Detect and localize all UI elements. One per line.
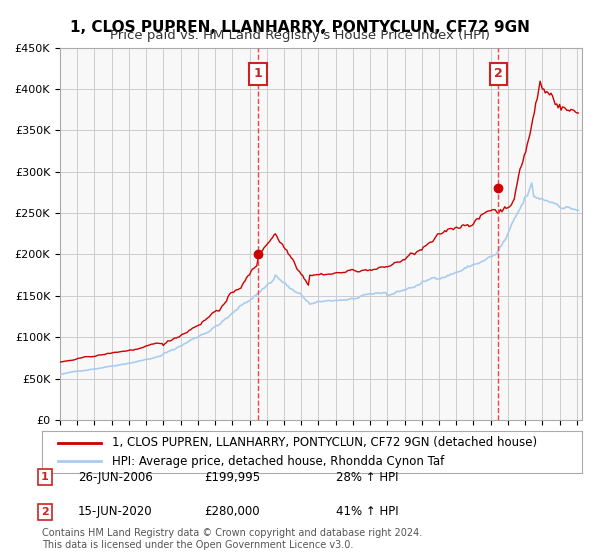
Text: Contains HM Land Registry data © Crown copyright and database right 2024.
This d: Contains HM Land Registry data © Crown c… (42, 528, 422, 550)
Text: 28% ↑ HPI: 28% ↑ HPI (336, 470, 398, 484)
Text: £199,995: £199,995 (204, 470, 260, 484)
Text: 2: 2 (41, 507, 49, 517)
Text: 1, CLOS PUPREN, LLANHARRY, PONTYCLUN, CF72 9GN (detached house): 1, CLOS PUPREN, LLANHARRY, PONTYCLUN, CF… (112, 436, 538, 450)
Text: 15-JUN-2020: 15-JUN-2020 (78, 505, 152, 519)
Text: Price paid vs. HM Land Registry's House Price Index (HPI): Price paid vs. HM Land Registry's House … (110, 29, 490, 42)
Text: 41% ↑ HPI: 41% ↑ HPI (336, 505, 398, 519)
Text: £280,000: £280,000 (204, 505, 260, 519)
Text: 2: 2 (494, 67, 503, 80)
Text: 1: 1 (41, 472, 49, 482)
Text: HPI: Average price, detached house, Rhondda Cynon Taf: HPI: Average price, detached house, Rhon… (112, 455, 445, 468)
Text: 1, CLOS PUPREN, LLANHARRY, PONTYCLUN, CF72 9GN: 1, CLOS PUPREN, LLANHARRY, PONTYCLUN, CF… (70, 20, 530, 35)
Text: 26-JUN-2006: 26-JUN-2006 (78, 470, 153, 484)
Text: 1: 1 (253, 67, 262, 80)
